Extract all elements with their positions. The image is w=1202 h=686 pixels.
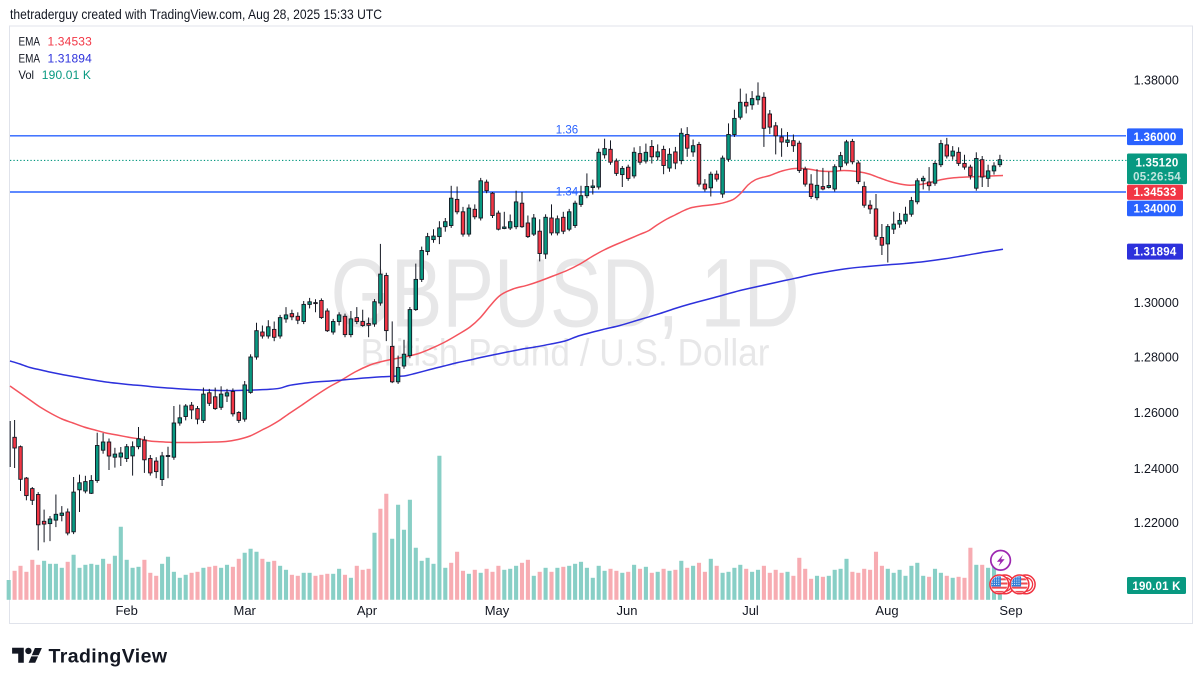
svg-text:1.28000: 1.28000 [1134,351,1179,365]
svg-text:thetraderguy created with Trad: thetraderguy created with TradingView.co… [10,6,382,22]
svg-text:1.30000: 1.30000 [1134,296,1179,310]
svg-text:May: May [485,603,510,618]
svg-text:EMA: EMA [19,51,41,65]
svg-text:1.31894: 1.31894 [1134,247,1177,259]
svg-text:1.34: 1.34 [556,187,579,199]
svg-text:1.31894: 1.31894 [48,51,93,65]
svg-text:Feb: Feb [115,603,137,618]
svg-text:1.24000: 1.24000 [1134,462,1179,476]
svg-text:1.34533: 1.34533 [1134,187,1177,199]
svg-text:190.01 K: 190.01 K [1132,581,1181,593]
svg-text:Jun: Jun [617,603,638,618]
svg-text:1.34000: 1.34000 [1134,203,1177,215]
svg-text:Mar: Mar [234,603,257,618]
svg-text:British Pound / U.S. Dollar: British Pound / U.S. Dollar [361,332,770,374]
svg-text:1.26000: 1.26000 [1134,406,1179,420]
svg-text:05:26:54: 05:26:54 [1133,172,1181,184]
svg-text:1.34533: 1.34533 [48,35,93,49]
svg-text:EMA: EMA [19,35,41,49]
svg-text:190.01 K: 190.01 K [42,68,91,82]
svg-text:1.36: 1.36 [556,125,578,137]
svg-text:TradingView: TradingView [49,645,168,667]
svg-text:Jul: Jul [742,603,759,618]
svg-text:1.38000: 1.38000 [1134,74,1179,88]
svg-text:1.36000: 1.36000 [1134,132,1177,144]
svg-text:Aug: Aug [875,603,898,618]
svg-text:Sep: Sep [999,603,1022,618]
svg-text:1.35120: 1.35120 [1136,157,1179,169]
svg-text:Apr: Apr [357,603,378,618]
svg-text:1.22000: 1.22000 [1134,516,1179,530]
svg-text:Vol: Vol [19,68,35,82]
